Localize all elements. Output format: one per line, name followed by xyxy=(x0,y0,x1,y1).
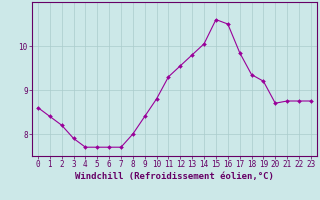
X-axis label: Windchill (Refroidissement éolien,°C): Windchill (Refroidissement éolien,°C) xyxy=(75,172,274,181)
